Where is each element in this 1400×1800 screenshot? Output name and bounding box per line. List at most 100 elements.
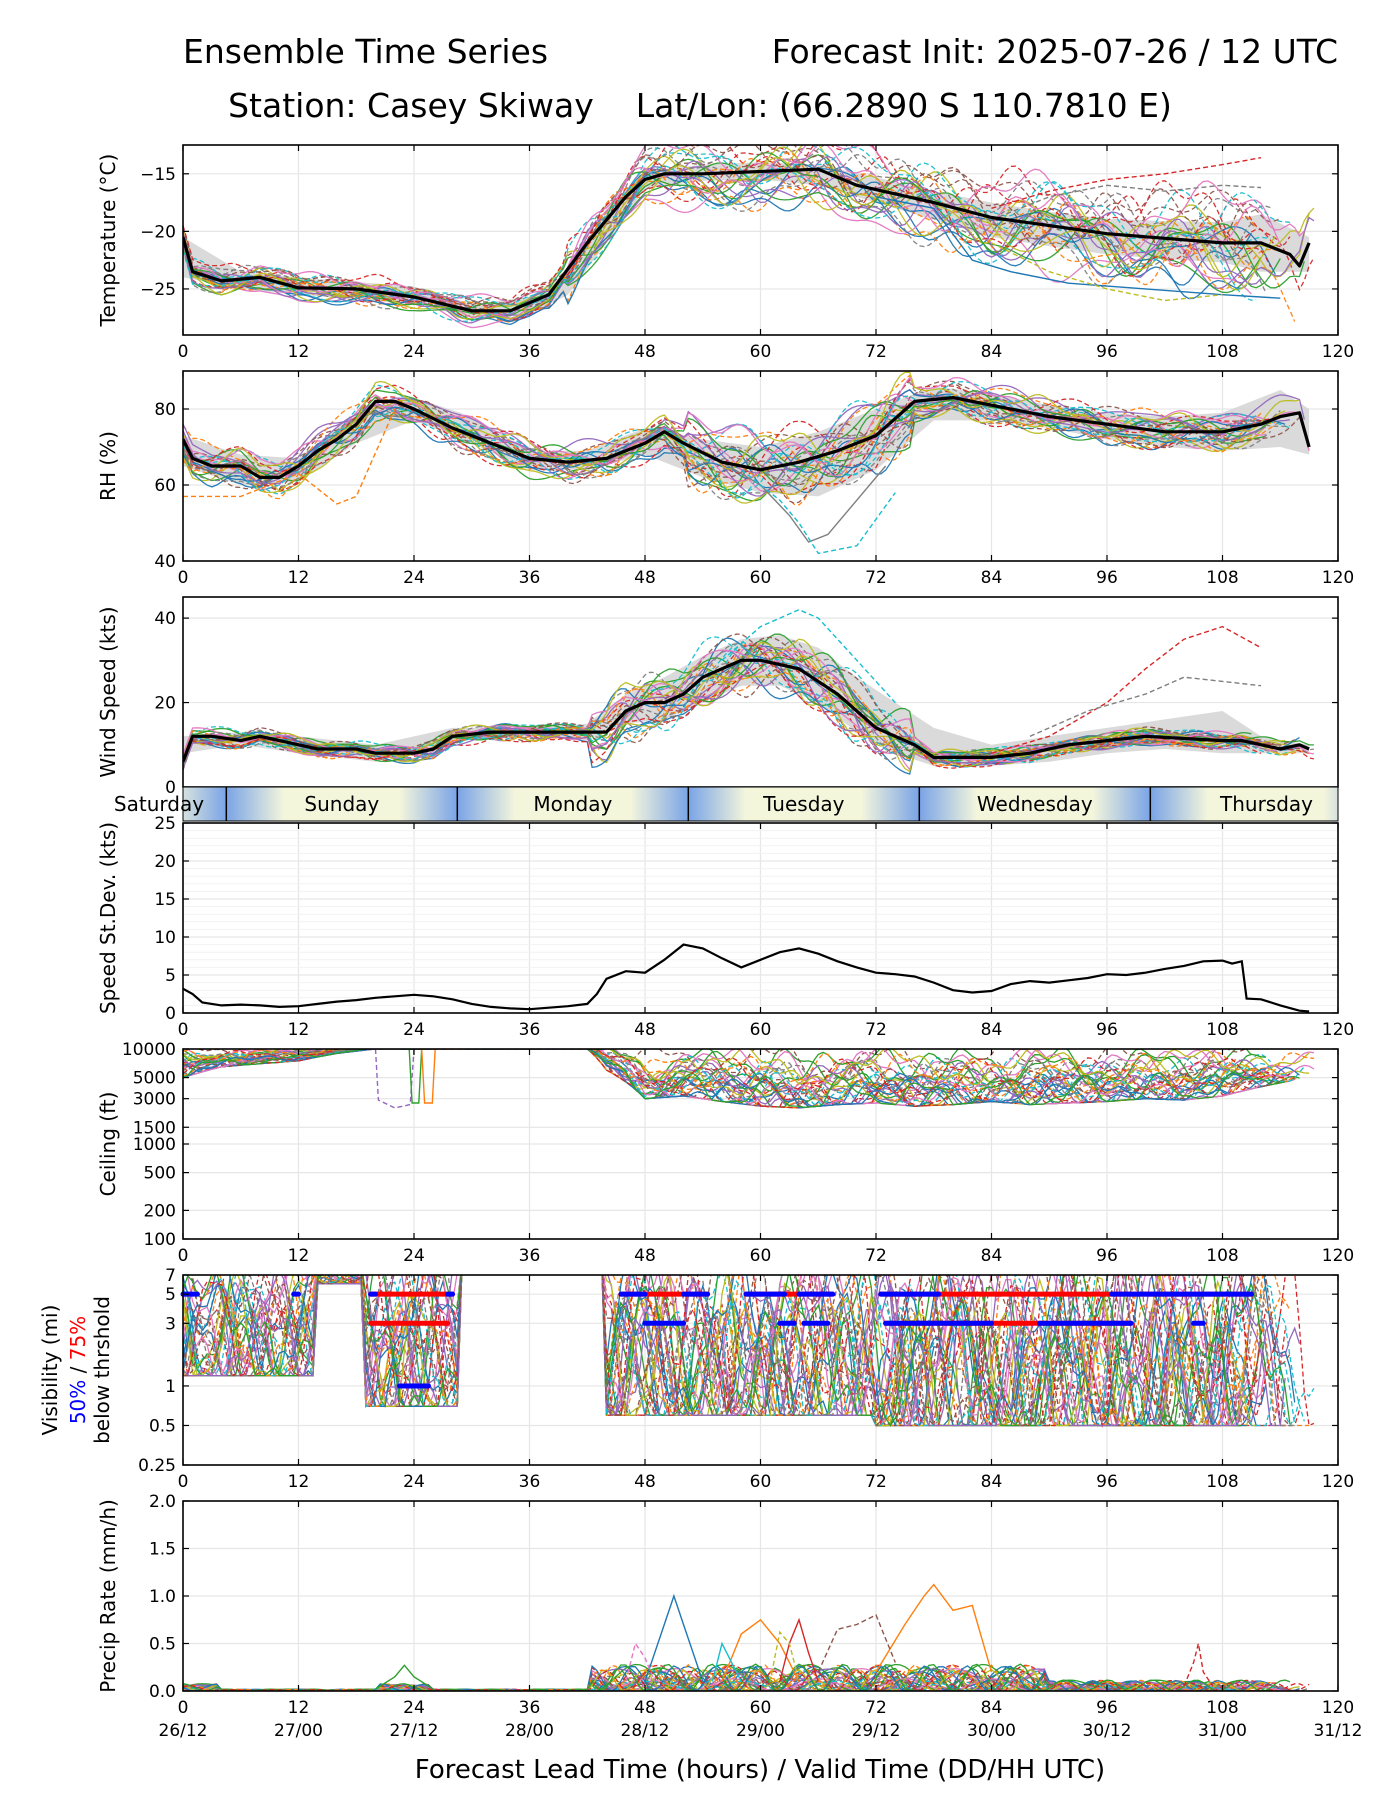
member-line [183, 1275, 1296, 1428]
x-tick-label: 84 [981, 342, 1003, 362]
y-tick-label: 3 [165, 1314, 176, 1334]
y-axis-label: Speed St.Dev. (kts) [96, 822, 120, 1014]
speed-stdev-panel: 0 5 10 15 20 25 0 12 24 36 48 60 72 84 96 108 120 Speed S… [96, 814, 1354, 1040]
member-line [183, 145, 1290, 306]
x-tick-label: 24 [403, 1246, 425, 1266]
member-line [183, 145, 1281, 308]
x-tick-label: 48 [634, 342, 656, 362]
station-line: Station: Casey Skiway Lat/Lon: (66.2890 … [0, 86, 1400, 125]
x-tick-label: 96 [1096, 568, 1118, 588]
chart-title: Ensemble Time Series [183, 32, 549, 71]
outlier-member-line [183, 408, 396, 505]
y-tick-label: 0 [165, 1004, 176, 1024]
precip-panel: 0.0 0.5 1.0 1.5 2.0 0 26/12 12 27/00 24 27/12 36 28/… [96, 1492, 1363, 1785]
y-tick-label: 0.0 [149, 1682, 176, 1702]
vis-threshold-label: below thrshold [90, 1296, 114, 1444]
x-tick-label: 120 [1322, 568, 1354, 588]
member-line [183, 643, 1266, 769]
y-tick-label: 10 [154, 928, 176, 948]
x-tick-label: 108 [1206, 1020, 1238, 1040]
member-line [183, 156, 1272, 320]
x-tick-label: 60 [750, 1246, 772, 1266]
y-tick-label: 2.0 [149, 1492, 176, 1512]
member-line [183, 1049, 1291, 1107]
x-tick-label: 96 [1096, 1020, 1118, 1040]
latlon-label: Lat/Lon: (66.2890 S 110.7810 E) [635, 86, 1172, 125]
x-tick-label: 72 [865, 1020, 887, 1040]
x-tick-label: 36 [519, 568, 541, 588]
y-tick-label: 1.5 [149, 1540, 176, 1560]
x-tick-label: 120 [1322, 342, 1354, 362]
ensemble-spread [183, 162, 1310, 318]
member-line [183, 1049, 1266, 1091]
x-tick-label: 120 [1322, 1698, 1354, 1718]
wind-speed-panel: 0 20 40 Wind Speed (kts) [96, 596, 1339, 798]
member-line [183, 145, 1291, 310]
precip-peak-line [644, 1593, 704, 1682]
stdev-line [183, 943, 1310, 1013]
member-line [183, 1275, 1301, 1427]
x-tick-label: 120 [1322, 1472, 1354, 1492]
day-band-segment [688, 787, 920, 821]
rh-panel: 40 60 80 0 12 24 36 48 60 72 84 96 108 120 RH (%) [96, 370, 1354, 588]
member-line [183, 391, 1267, 497]
x-tick-label: 96 [1096, 1698, 1118, 1718]
x-tick-label: 60 [750, 568, 772, 588]
x-tick-label: 60 [750, 342, 772, 362]
precip-peak-line [375, 1664, 434, 1690]
outlier-member-line [991, 184, 1262, 221]
outlier-member-line [875, 196, 1281, 299]
y-tick-label: −15 [140, 165, 176, 185]
y-tick-label: 1 [165, 1377, 176, 1397]
y-tick-label: 0 [165, 778, 176, 798]
y-axis-label: Precip Rate (mm/h) [96, 1499, 120, 1693]
precip-peak-line [769, 1630, 800, 1682]
x-tick-label: 108 [1206, 1472, 1238, 1492]
ensemble-mean-line [183, 658, 1310, 763]
member-line [183, 1049, 1266, 1092]
x-valid-time-label: 31/12 [1314, 1721, 1363, 1741]
y-tick-label: 60 [154, 476, 176, 496]
x-tick-label: 24 [403, 1020, 425, 1040]
day-band-segment [457, 787, 689, 821]
day-label: Sunday [304, 792, 379, 816]
day-label: Saturday [114, 792, 204, 816]
x-axis-label: Forecast Lead Time (hours) / Valid Time … [415, 1755, 1105, 1785]
x-tick-label: 120 [1322, 1246, 1354, 1266]
x-tick-label: 72 [865, 1698, 887, 1718]
x-tick-label: 108 [1206, 1698, 1238, 1718]
x-valid-time-label: 26/12 [159, 1721, 208, 1741]
y-tick-label: 5 [165, 1285, 176, 1305]
x-valid-time-label: 28/00 [505, 1721, 554, 1741]
x-tick-label: 24 [403, 1472, 425, 1492]
y-axis-label: RH (%) [96, 431, 120, 501]
x-tick-label: 12 [288, 1698, 310, 1718]
x-valid-time-label: 28/12 [621, 1721, 670, 1741]
y-tick-label: 20 [154, 694, 176, 714]
x-tick-label: 48 [634, 1698, 656, 1718]
precip-peak-line [1183, 1643, 1214, 1687]
member-line [183, 652, 1314, 760]
ensemble-members [183, 1663, 1310, 1691]
member-line [183, 166, 1296, 322]
x-tick-label: 72 [865, 342, 887, 362]
x-tick-label: 96 [1096, 1472, 1118, 1492]
ceiling-dip-line [408, 1049, 423, 1104]
x-tick-label: 48 [634, 568, 656, 588]
member-line [183, 378, 1286, 474]
outlier-member-line [991, 157, 1262, 209]
ensemble-mean-line [183, 167, 1311, 313]
member-line [183, 658, 1247, 766]
y-tick-label: 80 [154, 400, 176, 420]
y-tick-label: −20 [140, 222, 176, 242]
outlier-member-line [721, 608, 896, 704]
y-tick-label: 5 [165, 966, 176, 986]
member-line [183, 388, 1290, 488]
x-valid-time-label: 31/00 [1198, 1721, 1247, 1741]
x-valid-time-label: 30/12 [1083, 1721, 1132, 1741]
x-tick-label: 48 [634, 1472, 656, 1492]
member-line [183, 1275, 1262, 1427]
x-tick-label: 84 [981, 1020, 1003, 1040]
member-line [183, 371, 1300, 470]
y-axis-label: Ceiling (ft) [96, 1092, 120, 1197]
